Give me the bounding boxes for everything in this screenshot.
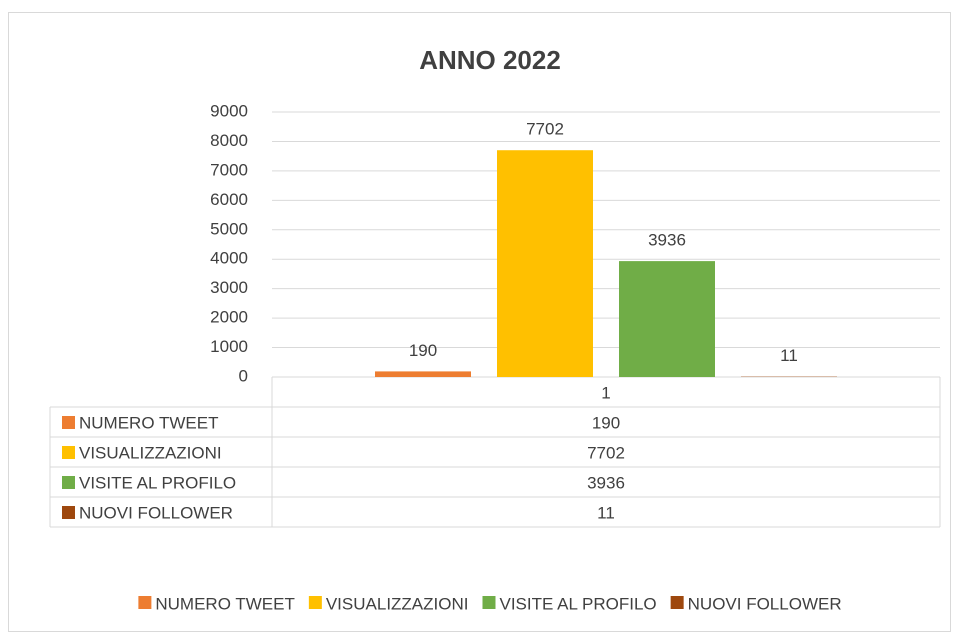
- x-tick-label: 1: [601, 383, 610, 402]
- y-tick-label: 5000: [210, 219, 248, 238]
- y-tick-label: 3000: [210, 278, 248, 297]
- y-tick-label: 7000: [210, 160, 248, 179]
- data-label: 11: [780, 346, 798, 365]
- legend-key: [138, 596, 152, 609]
- legend-key: [482, 596, 496, 609]
- legend-label: NUMERO TWEET: [155, 594, 294, 613]
- data-label: 190: [409, 341, 437, 360]
- table-series-name: VISITE AL PROFILO: [79, 473, 236, 492]
- table-legend-key: [62, 506, 75, 519]
- bar: [619, 261, 715, 377]
- table-value: 190: [592, 413, 620, 432]
- table-value: 3936: [587, 473, 625, 492]
- y-tick-label: 8000: [210, 131, 248, 150]
- chart-border: [8, 12, 951, 632]
- data-label: 3936: [648, 231, 686, 250]
- table-legend-key: [62, 476, 75, 489]
- legend-label: VISITE AL PROFILO: [499, 594, 656, 613]
- y-tick-label: 4000: [210, 249, 248, 268]
- y-tick-label: 2000: [210, 308, 248, 327]
- legend-label: VISUALIZZAZIONI: [326, 594, 469, 613]
- table-series-name: NUOVI FOLLOWER: [79, 503, 233, 522]
- y-tick-label: 9000: [210, 101, 248, 120]
- chart-title: ANNO 2022: [419, 45, 561, 75]
- table-series-name: VISUALIZZAZIONI: [79, 443, 222, 462]
- bar: [375, 371, 471, 377]
- table-legend-key: [62, 446, 75, 459]
- data-label: 7702: [526, 120, 564, 139]
- table-series-name: NUMERO TWEET: [79, 413, 218, 432]
- y-tick-label: 0: [239, 366, 248, 385]
- bar: [497, 150, 593, 377]
- y-tick-label: 1000: [210, 337, 248, 356]
- table-value: 11: [597, 503, 615, 522]
- legend-key: [670, 596, 684, 609]
- legend-key: [308, 596, 322, 609]
- y-tick-label: 6000: [210, 190, 248, 209]
- legend-label: NUOVI FOLLOWER: [688, 594, 842, 613]
- table-value: 7702: [587, 443, 625, 462]
- table-legend-key: [62, 416, 75, 429]
